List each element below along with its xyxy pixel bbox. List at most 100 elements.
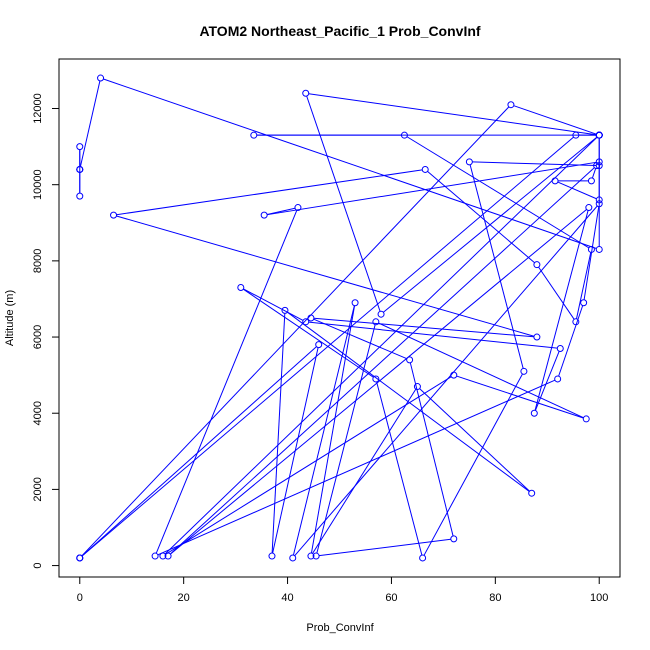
data-point [580, 299, 588, 307]
data-point [450, 535, 458, 543]
data-point [76, 554, 84, 562]
series-segment [575, 252, 592, 319]
y-tick-label: 2000 [32, 477, 44, 501]
series-group [76, 74, 603, 562]
data-point [595, 131, 603, 139]
y-tick-label: 12000 [32, 93, 44, 124]
series-segment [312, 388, 417, 554]
data-point [76, 192, 84, 200]
series-segment [409, 362, 454, 537]
data-point [110, 211, 118, 219]
series-segment [456, 375, 584, 419]
series-segment [308, 93, 597, 136]
series-segment [423, 373, 523, 556]
y-tick-label: 0 [32, 563, 44, 569]
data-point [281, 306, 289, 314]
series-segment [292, 305, 355, 556]
data-point [151, 552, 159, 560]
x-tick-label: 100 [590, 592, 608, 604]
series-segment [81, 106, 510, 557]
series-segment [243, 288, 374, 378]
x-tick-label: 20 [178, 592, 190, 604]
series-segment [591, 168, 597, 179]
series-segment [170, 209, 587, 555]
data-point [528, 489, 536, 497]
series-segment [267, 161, 597, 216]
series-segment [272, 347, 319, 554]
x-axis: 0 20 40 60 80 100 [77, 576, 608, 604]
series-segment [557, 181, 597, 200]
series-segment [165, 376, 452, 555]
data-point [294, 204, 302, 212]
data-point [372, 318, 380, 326]
data-point [595, 196, 603, 204]
data-point [419, 554, 427, 562]
series-segment [306, 95, 381, 312]
data-point [76, 143, 84, 151]
series-segment [583, 206, 600, 300]
data-point [465, 158, 473, 166]
series-segment [79, 80, 101, 167]
data-point [260, 211, 268, 219]
data-point [307, 552, 315, 560]
series-segment [538, 266, 575, 320]
data-point [533, 261, 541, 269]
y-tick-label: 8000 [32, 249, 44, 273]
series-segment [316, 324, 376, 554]
data-point [315, 341, 323, 349]
series-segment [116, 169, 423, 216]
data-point [551, 177, 559, 185]
data-point [302, 318, 310, 326]
data-point [237, 284, 245, 292]
data-point [450, 371, 458, 379]
series-segment [469, 164, 524, 369]
data-point [250, 131, 258, 139]
y-axis-label: Altitude (m) [4, 290, 16, 346]
data-point [377, 310, 385, 318]
series-segment [376, 381, 423, 556]
series-segment [513, 105, 597, 135]
chart-title: ATOM2 Northeast_Pacific_1 Prob_ConvInf [199, 23, 480, 39]
data-point [413, 383, 421, 391]
data-point [554, 375, 562, 383]
series-segment [81, 346, 317, 557]
series-segment [406, 136, 590, 249]
series-segment [287, 311, 530, 492]
data-point [351, 299, 359, 307]
data-point [406, 356, 414, 364]
data-point [587, 245, 595, 253]
data-point [572, 318, 580, 326]
series-segment [534, 210, 589, 411]
series-segment [164, 136, 598, 555]
data-point [76, 165, 84, 173]
data-point [159, 552, 167, 560]
data-point [556, 344, 564, 352]
data-point [595, 200, 603, 208]
data-point [164, 552, 172, 560]
x-axis-label: Prob_ConvInf [306, 622, 374, 634]
data-point [372, 375, 380, 383]
data-point [595, 245, 603, 253]
data-point [585, 204, 593, 212]
data-point [268, 552, 276, 560]
data-point [582, 415, 590, 423]
series-segment [319, 538, 451, 557]
series-segment [103, 78, 597, 249]
x-tick-label: 40 [281, 592, 293, 604]
series-segment [558, 305, 584, 377]
series-segment [294, 205, 598, 557]
data-point [97, 74, 105, 82]
data-point [289, 554, 297, 562]
y-tick-label: 4000 [32, 401, 44, 425]
data-point [307, 314, 315, 322]
series-segment [419, 388, 530, 492]
series-segment [378, 322, 584, 419]
data-point [400, 131, 408, 139]
data-point [533, 333, 541, 341]
data-point [421, 165, 429, 173]
series-segment [308, 321, 558, 349]
data-point [595, 158, 603, 166]
series-segment [472, 161, 597, 167]
y-axis: 0 2000 4000 6000 8000 10000 12000 [32, 93, 60, 569]
